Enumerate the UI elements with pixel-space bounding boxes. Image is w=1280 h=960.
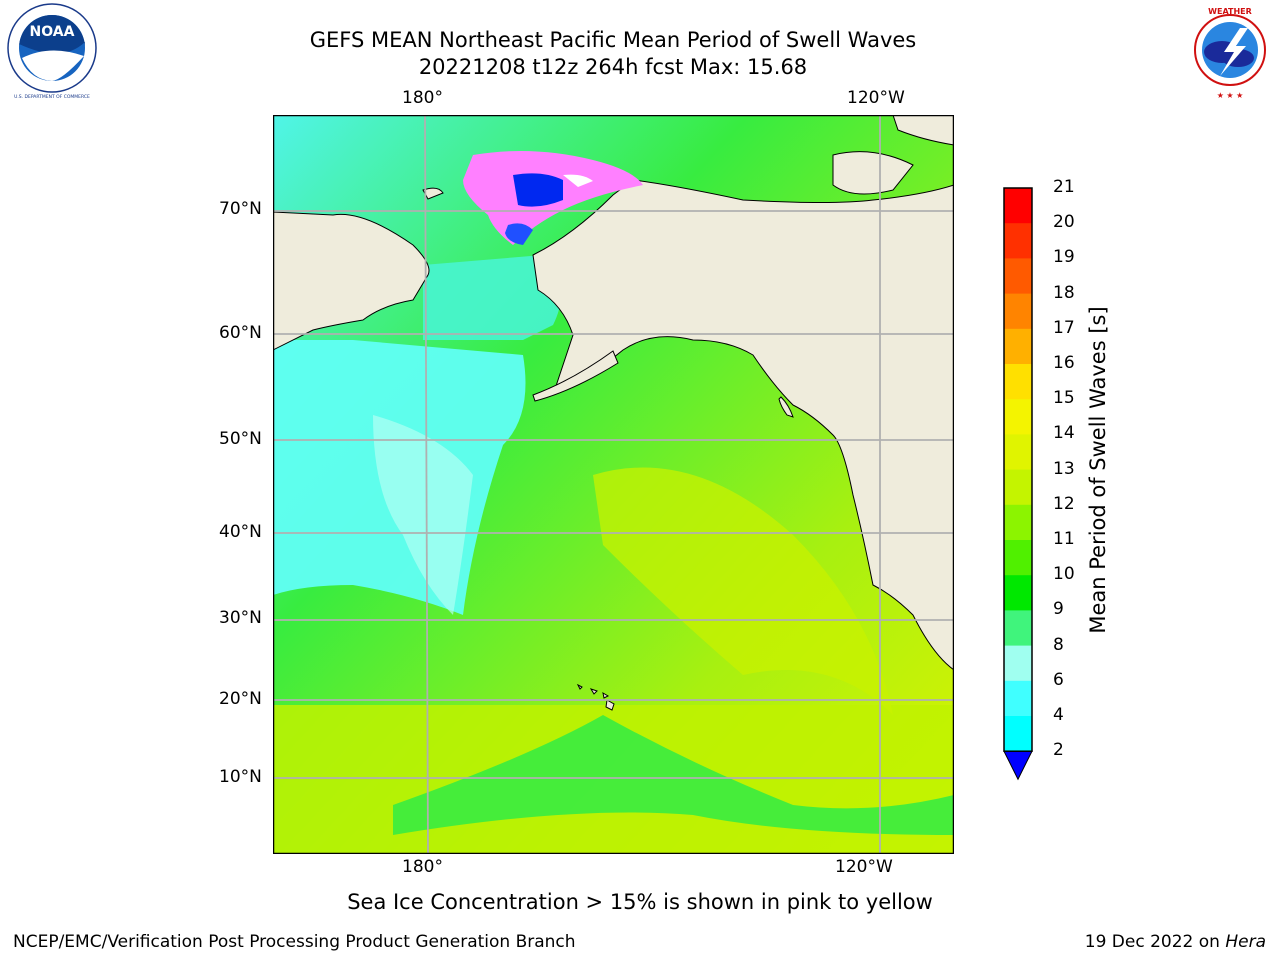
- colorbar-svg: [1003, 187, 1033, 781]
- colorbar-tick-label: 17: [1053, 317, 1075, 338]
- hawaii-islands: [576, 683, 615, 711]
- colorbar-segment: [1004, 469, 1032, 506]
- credit-text: NCEP/EMC/Verification Post Processing Pr…: [13, 932, 576, 952]
- ocean-yellow-swath: [593, 467, 893, 715]
- lat-label-50n: 50°N: [219, 429, 262, 449]
- colorbar-title: Mean Period of Swell Waves [s]: [1086, 306, 1110, 634]
- colorbar-segment: [1004, 293, 1032, 330]
- colorbar-segment: [1004, 610, 1032, 647]
- svg-text:WEATHER: WEATHER: [1208, 7, 1252, 16]
- colorbar-segment: [1004, 434, 1032, 471]
- colorbar-segment: [1004, 504, 1032, 541]
- lon-label-bottom-120w: 120°W: [835, 857, 893, 877]
- colorbar-segment: [1004, 328, 1032, 365]
- colorbar-extend-arrow: [1003, 750, 1033, 781]
- sea-ice-blue-south: [505, 223, 533, 245]
- graticule: [273, 115, 954, 854]
- lon-label-top-120w: 120°W: [847, 88, 905, 108]
- svg-text:★ ★ ★: ★ ★ ★: [1217, 91, 1244, 100]
- lat-label-10n: 10°N: [219, 767, 262, 787]
- lat-label-20n: 20°N: [219, 689, 262, 709]
- run-date: 19 Dec 2022 on Hera: [1085, 932, 1266, 952]
- arctic-island-3: [422, 187, 444, 200]
- colorbar-segment: [1004, 680, 1032, 717]
- arctic-island-1: [832, 151, 914, 195]
- bering-sea-area: [423, 255, 561, 340]
- colorbar-tick-label: 16: [1053, 353, 1075, 373]
- colorbar-tick-label: 10: [1053, 564, 1075, 585]
- colorbar-tick-label: 6: [1053, 669, 1064, 690]
- run-date-text: 19 Dec 2022 on: [1084, 932, 1220, 952]
- lat-label-60n: 60°N: [219, 323, 262, 343]
- chart-subtitle: 20221208 t12z 264h fcst Max: 15.68: [418, 55, 808, 79]
- colorbar-segment: [1004, 399, 1032, 435]
- colorbar-segment: [1004, 575, 1032, 611]
- colorbar-tick-label: 8: [1053, 634, 1064, 655]
- svg-text:U.S. DEPARTMENT OF COMMERCE: U.S. DEPARTMENT OF COMMERCE: [14, 94, 90, 100]
- sea-ice-white: [563, 174, 593, 187]
- lat-label-30n: 30°N: [219, 608, 262, 628]
- lat-label-70n: 70°N: [219, 199, 262, 219]
- map-svg: [272, 114, 955, 855]
- colorbar-tick-label: 15: [1053, 388, 1075, 409]
- colorbar-tick-label: 11: [1053, 529, 1075, 549]
- ocean-light-cyan: [373, 415, 473, 615]
- ocean-green-band: [393, 715, 954, 835]
- colorbar-tick-label: 14: [1053, 423, 1075, 444]
- run-host: Hera: [1225, 932, 1266, 952]
- colorbar-segment: [1004, 716, 1032, 752]
- vancouver-island: [778, 396, 794, 418]
- colorbar-segment: [1004, 188, 1032, 224]
- colorbar-tick-label: 13: [1053, 458, 1075, 479]
- colorbar-tick-label: 2: [1053, 740, 1064, 761]
- map-panel: [272, 114, 955, 855]
- sea-ice-blue-core: [513, 173, 563, 207]
- alaska-peninsula: [532, 350, 619, 402]
- colorbar: [1000, 185, 1040, 785]
- colorbar-tick-label: 21: [1053, 177, 1075, 197]
- colorbar-tick-label: 19: [1053, 247, 1075, 268]
- colorbar-tick-label: 20: [1053, 212, 1075, 233]
- colorbar-segment: [1004, 540, 1032, 576]
- noaa-logo: NOAA U.S. DEPARTMENT OF COMMERCE: [2, 2, 102, 102]
- colorbar-segment: [1004, 258, 1032, 295]
- colorbar-segment: [1004, 223, 1032, 259]
- colorbar-tick-label: 4: [1053, 705, 1064, 725]
- chart-title: GEFS MEAN Northeast Pacific Mean Period …: [309, 28, 917, 52]
- colorbar-tick-label: 9: [1053, 599, 1064, 620]
- lon-label-top-180: 180°: [402, 88, 443, 108]
- colorbar-tick-label: 12: [1053, 493, 1075, 514]
- colorbar-tick-label: 18: [1053, 282, 1075, 303]
- colorbar-segment: [1004, 645, 1032, 682]
- lon-label-bottom-180: 180°: [402, 857, 443, 877]
- nws-logo: WEATHER ★ ★ ★: [1180, 2, 1280, 102]
- asia-land: [273, 211, 430, 351]
- lat-label-40n: 40°N: [219, 522, 262, 542]
- svg-text:NOAA: NOAA: [30, 24, 75, 40]
- sea-ice-caption: Sea Ice Concentration > 15% is shown in …: [347, 890, 933, 914]
- colorbar-segment: [1004, 364, 1032, 400]
